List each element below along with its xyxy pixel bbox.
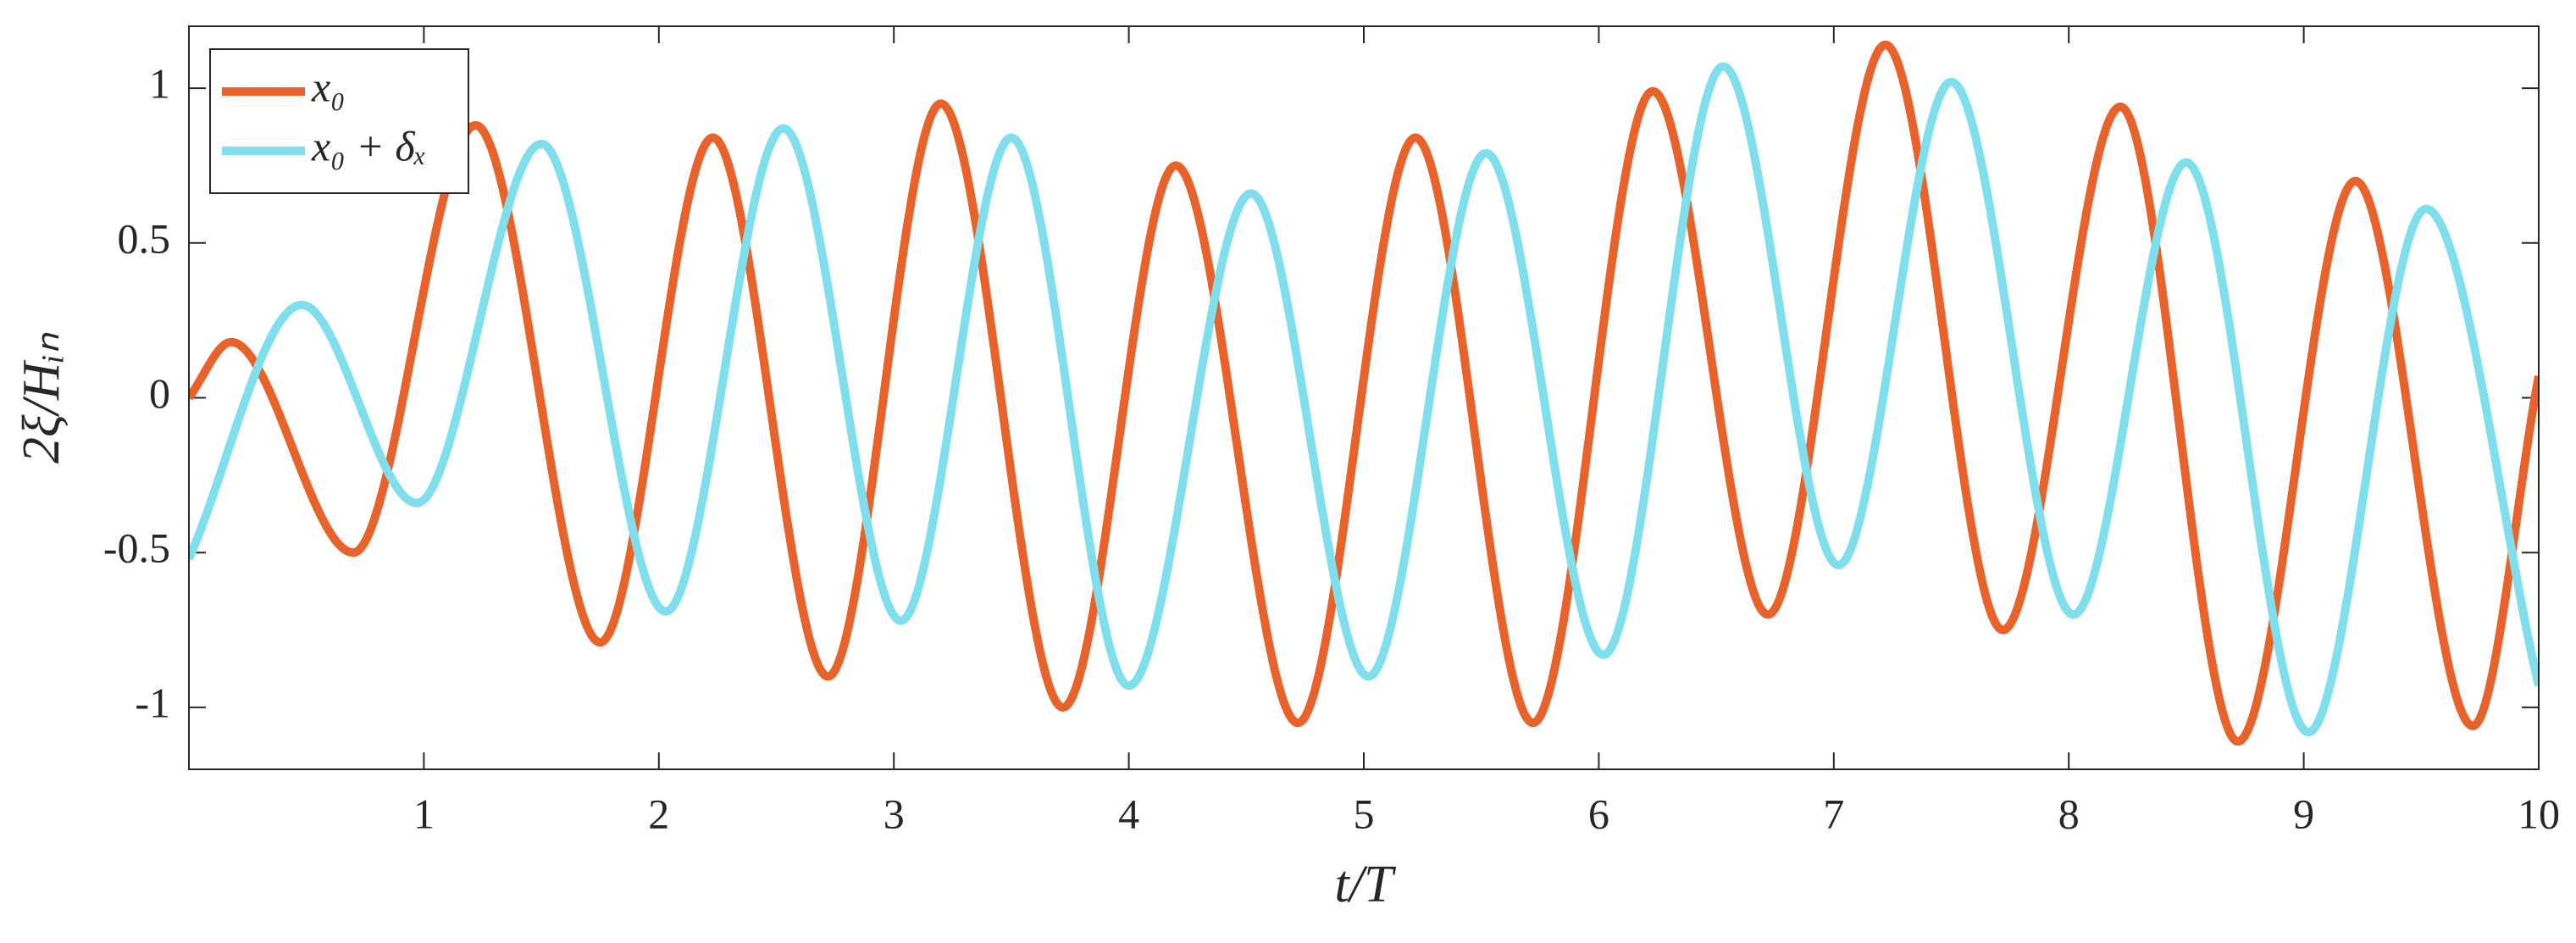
y-tick-label: 0.5 bbox=[118, 214, 171, 262]
y-tick-label: 0 bbox=[149, 369, 170, 417]
x-tick-label: 10 bbox=[2518, 790, 2560, 837]
line-series bbox=[189, 40, 2539, 746]
x-tick-label: 8 bbox=[2058, 790, 2080, 837]
x-tick-label: 9 bbox=[2293, 790, 2314, 837]
legend-box bbox=[209, 48, 469, 194]
x-tick-label: 4 bbox=[1118, 790, 1139, 837]
x-tick-label: 2 bbox=[648, 790, 669, 837]
y-tick-label: 1 bbox=[149, 60, 170, 108]
legend-label: x₀ + δₓ bbox=[311, 122, 427, 169]
x-tick-label: 7 bbox=[1823, 790, 1844, 837]
x-axis-label: t/T bbox=[1335, 856, 1397, 913]
x-tick-label: 5 bbox=[1354, 790, 1375, 837]
line-series bbox=[189, 62, 2539, 737]
plot-frame bbox=[188, 25, 2540, 770]
y-tick-label: -0.5 bbox=[103, 524, 170, 572]
y-tick-label: -1 bbox=[135, 679, 170, 726]
legend-label: x₀ bbox=[311, 63, 346, 110]
y-axis-label: 2ξ/Hᵢₙ bbox=[13, 332, 70, 463]
x-tick-label: 3 bbox=[884, 790, 905, 837]
x-tick-label: 1 bbox=[413, 790, 435, 837]
x-tick-label: 6 bbox=[1588, 790, 1609, 837]
